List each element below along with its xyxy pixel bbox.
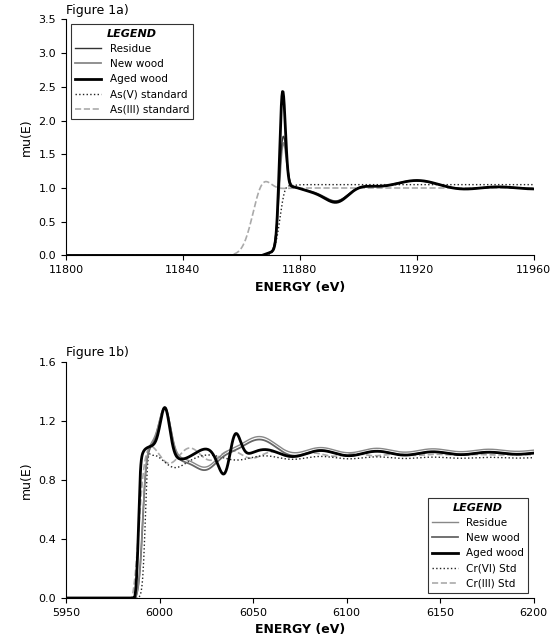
X-axis label: ENERGY (eV): ENERGY (eV) bbox=[255, 281, 345, 294]
Y-axis label: mu(E): mu(E) bbox=[20, 118, 33, 156]
Legend: Residue, New wood, Aged wood, As(V) standard, As(III) standard: Residue, New wood, Aged wood, As(V) stan… bbox=[71, 24, 193, 119]
X-axis label: ENERGY (eV): ENERGY (eV) bbox=[255, 623, 345, 637]
Text: Figure 1a): Figure 1a) bbox=[66, 4, 129, 17]
Text: Figure 1b): Figure 1b) bbox=[66, 346, 129, 359]
Y-axis label: mu(E): mu(E) bbox=[20, 461, 33, 499]
Legend: Residue, New wood, Aged wood, Cr(VI) Std, Cr(III) Std: Residue, New wood, Aged wood, Cr(VI) Std… bbox=[428, 498, 529, 593]
